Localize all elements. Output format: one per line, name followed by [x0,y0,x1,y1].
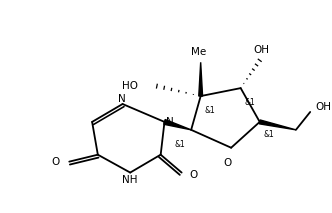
Polygon shape [164,119,191,130]
Text: &1: &1 [174,140,185,149]
Text: N: N [166,117,174,127]
Text: N: N [118,94,125,104]
Text: O: O [52,157,60,167]
Text: O: O [189,170,197,180]
Text: OH: OH [315,102,331,112]
Text: &1: &1 [264,130,274,139]
Text: NH: NH [123,174,138,184]
Polygon shape [259,120,296,130]
Text: &1: &1 [205,106,215,115]
Text: Me: Me [191,47,207,57]
Text: HO: HO [122,81,138,91]
Polygon shape [199,62,203,96]
Text: OH: OH [254,45,270,55]
Text: O: O [223,158,231,168]
Text: &1: &1 [244,98,255,107]
